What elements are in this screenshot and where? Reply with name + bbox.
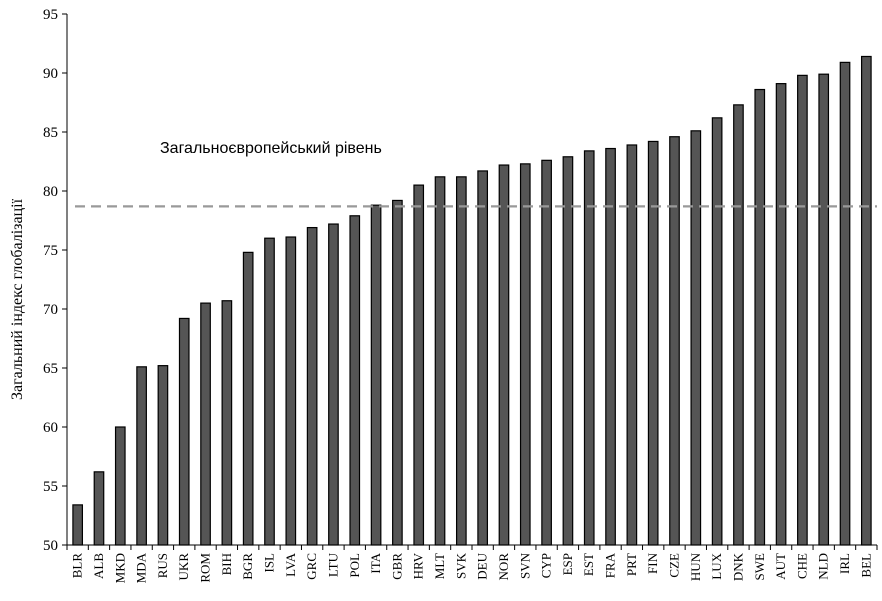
bar-lux [711,117,723,546]
reference-line-label: Загальноєвропейський рівень [160,140,382,157]
y-tick-label: 85 [43,125,58,141]
bar-mkd [114,426,126,546]
x-tick-label: CYP [539,553,554,578]
x-tick-label: ALB [91,553,106,579]
bar-swe [754,88,766,546]
x-tick-label: PRT [624,553,639,576]
bar-rom [200,302,211,546]
bar-est [583,150,595,546]
bar-hun [690,130,702,546]
bar-prt [626,144,638,546]
x-tick-label: GRC [304,553,319,580]
x-tick-label: MKD [112,553,127,583]
bar-bih [221,300,233,546]
bar-svk [455,176,467,546]
x-tick-label: ITA [368,552,383,573]
x-tick-label: NOR [496,553,511,581]
bar-mlt [434,176,446,546]
bar-blr [72,504,84,546]
y-tick-label: 90 [43,66,58,82]
x-tick-label: BLR [70,553,85,579]
bar-cze [669,136,680,546]
bars [72,55,872,546]
y-tick-label: 70 [43,302,58,318]
bar-isl [264,237,275,546]
bar-svn [519,163,531,546]
bar-cyp [541,159,552,546]
x-tick-label: LTU [325,552,340,577]
x-tick-label: BIH [219,553,234,575]
bar-rus [157,365,169,546]
bar-grc [306,226,318,546]
bar-mda [136,366,147,546]
x-tick-label: RUS [155,553,170,578]
bar-alb [93,471,105,546]
x-tick-label: POL [347,553,362,578]
bar-hrv [413,184,425,546]
x-tick-label: LUX [709,552,724,579]
bar-gbr [392,199,403,546]
y-tick-label: 80 [43,184,58,200]
bar-lva [285,236,297,546]
x-tick-label: LVA [283,552,298,576]
x-tick-label: SWE [752,553,767,581]
bar-esp [562,156,574,546]
x-tick-label: NLD [816,553,831,580]
y-tick-label: 95 [43,7,58,23]
x-axis: BLR ALB MKD MDA RUS UKR ROM BIH BGR ISL LVA GRC LTU P… [66,544,878,583]
bar-nor [498,164,510,546]
y-tick-label: 75 [43,243,58,259]
bar-aut [775,83,787,546]
bar-bel [860,55,872,546]
x-tick-label: ESP [560,553,575,575]
y-tick-label: 65 [43,361,58,377]
x-tick-label: DNK [730,552,745,581]
x-tick-label: EST [581,553,596,576]
x-tick-label: FRA [603,552,618,578]
x-tick-label: IRL [837,553,852,574]
y-tick-label: 55 [43,479,58,495]
y-tick-label: 50 [43,538,58,554]
x-tick-label: GBR [389,553,404,580]
bar-dnk [733,104,744,546]
x-tick-label: DEU [475,552,490,579]
x-tick-label: SVK [453,552,468,579]
bar-irl [839,61,851,546]
x-tick-label: MLT [432,553,447,579]
x-tick-label: BEL [858,553,873,578]
x-tick-label: UKR [176,553,191,581]
x-tick-label: CZE [667,553,682,578]
y-axis-label: Загальний індекс глобалізації [9,198,26,400]
x-tick-label: SVN [517,552,532,579]
x-tick-label: AUT [773,553,788,580]
x-tick-label: MDA [134,552,149,583]
bar-nld [818,73,830,546]
bar-che [797,74,808,546]
y-tick-label: 60 [43,420,58,436]
bar-fin [647,140,659,546]
bar-ltu [328,223,339,546]
x-tick-label: HUN [688,552,703,581]
bar-pol [349,215,361,546]
x-tick-label: ISL [262,553,277,573]
x-tick-label: HRV [411,552,426,579]
x-tick-label: FIN [645,552,660,574]
x-tick-label: BGR [240,553,255,580]
bar-ukr [178,317,190,546]
x-tick-label: ROM [198,553,213,583]
bar-deu [477,170,489,546]
y-axis: 50 55 60 65 70 75 80 85 90 95 [43,7,68,554]
bar-fra [605,147,616,546]
bar-bgr [242,251,254,546]
bar-ita [370,204,382,546]
x-tick-label: CHE [794,553,809,579]
